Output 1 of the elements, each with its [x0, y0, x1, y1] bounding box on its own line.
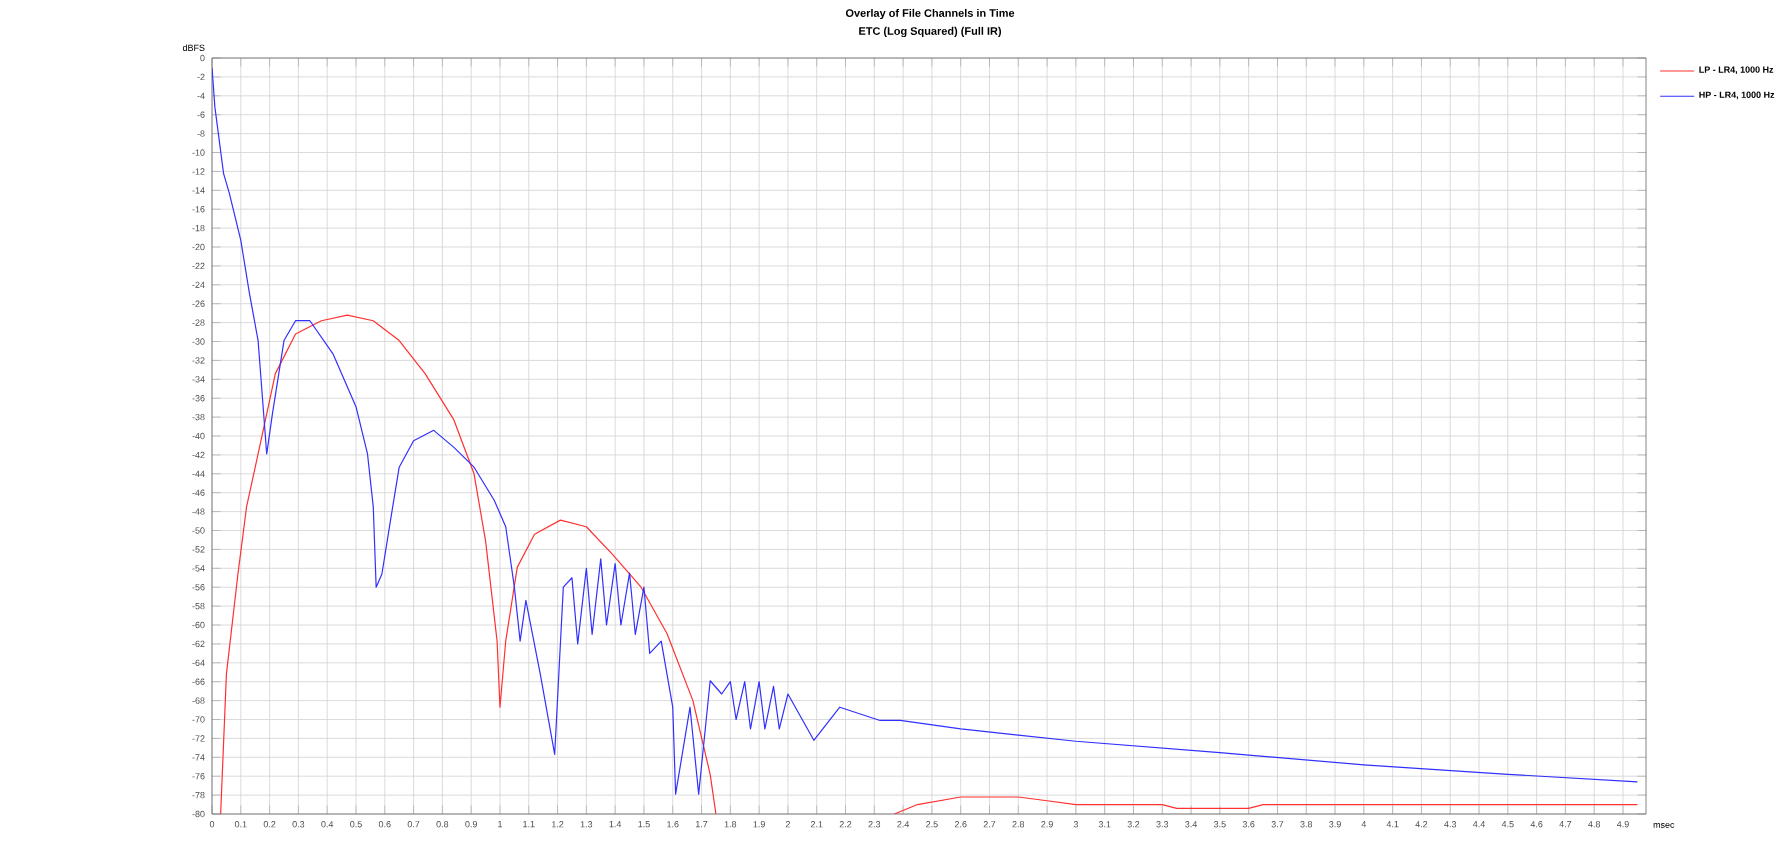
line-series: [212, 66, 1638, 795]
